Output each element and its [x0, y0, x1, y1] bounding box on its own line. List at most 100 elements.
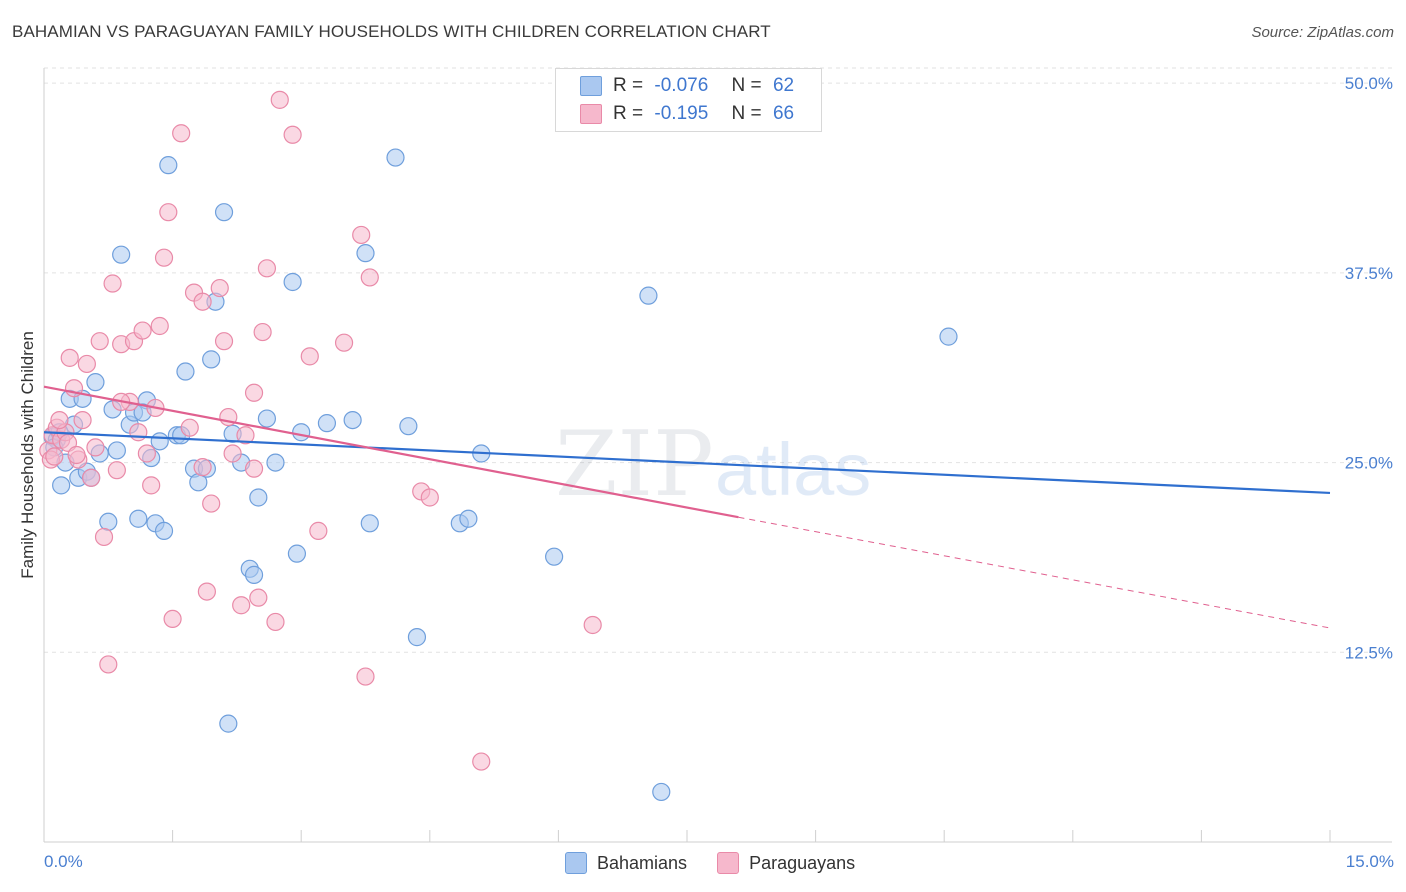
y-tick-labels: 12.5% 25.0% 37.5% 50.0%: [1345, 74, 1393, 662]
paraguayans-point: [253, 322, 272, 342]
paraguayans-point: [420, 488, 439, 507]
bahamians-point: [99, 512, 118, 531]
r-label: R =: [613, 103, 644, 124]
paraguayans-point: [50, 410, 69, 430]
bahamians-point: [107, 441, 126, 460]
bahamians-point: [86, 373, 105, 392]
bahamians-point: [52, 476, 71, 495]
paraguayans-point: [133, 321, 152, 340]
paraguayans-point: [142, 476, 161, 495]
bahamians-trend-line: [43, 431, 1331, 495]
bahamians-point: [939, 327, 958, 346]
y-tick-label: 25.0%: [1345, 454, 1393, 473]
bahamians-point: [244, 565, 264, 584]
bahamians-point: [652, 782, 671, 802]
n-value-paraguayans: 66: [772, 103, 795, 124]
y-axis-label: Family Households with Children: [18, 331, 37, 579]
legend-item-bahamians[interactable]: Bahamians: [565, 852, 687, 874]
paraguayans-point: [103, 274, 122, 293]
paraguayans-point: [214, 332, 234, 351]
correlation-stats-box: R = -0.076 N = 62 R = -0.195 N = 66: [555, 68, 822, 132]
bahamians-point: [399, 417, 418, 436]
bahamians-point: [219, 714, 238, 733]
paraguayans-point: [150, 316, 169, 336]
bahamians-point: [154, 521, 174, 540]
paraguayans-point: [352, 225, 371, 245]
bahamians-point: [249, 488, 268, 507]
legend-swatch-paraguayans: [717, 852, 740, 874]
paraguayans-point: [172, 124, 191, 143]
bahamians-point: [159, 156, 178, 175]
paraguayans-point: [202, 494, 221, 513]
paraguayans-point: [197, 582, 216, 601]
paraguayans-point: [244, 383, 264, 402]
bahamians-point: [112, 245, 131, 264]
chart-title: BAHAMIAN VS PARAGUAYAN FAMILY HOUSEHOLDS…: [12, 22, 771, 41]
bahamians-point: [639, 286, 658, 305]
paraguayans-point: [107, 461, 126, 480]
paraguayans-point: [60, 348, 79, 367]
watermark-zip: ZIP: [555, 412, 714, 517]
paraguayans-point: [244, 459, 264, 478]
n-label: N =: [731, 103, 762, 124]
paraguayans-point: [257, 259, 277, 278]
paraguayans-point: [210, 278, 229, 298]
paraguayans-point: [154, 248, 174, 267]
paraguayans-point: [129, 423, 148, 442]
paraguayans-point: [159, 203, 178, 222]
paraguayans-swatch: [580, 104, 602, 124]
paraguayans-point: [67, 445, 86, 465]
bahamians-point: [386, 148, 405, 167]
paraguayans-point: [45, 447, 64, 466]
paraguayans-point: [180, 418, 199, 437]
chart-legend: Bahamians Paraguayans: [565, 852, 885, 874]
paraguayans-point: [583, 615, 602, 635]
trend-lines: [43, 385, 1331, 629]
bahamians-point: [150, 432, 169, 451]
paraguayans-point: [266, 612, 285, 632]
paraguayans-point: [232, 596, 251, 615]
n-value-bahamians: 62: [772, 75, 795, 96]
paraguayans-trend-line: [43, 385, 739, 519]
paraguayans-point: [137, 444, 156, 463]
x-tick-max: 15.0%: [1345, 852, 1394, 871]
bahamians-point: [287, 544, 307, 563]
paraguayans-point: [73, 410, 92, 430]
n-label: N =: [731, 75, 762, 96]
r-label: R =: [613, 75, 644, 96]
bahamians-point: [459, 509, 478, 528]
paraguayans-point: [223, 444, 242, 463]
legend-label-paraguayans: Paraguayans: [749, 852, 856, 873]
paraguayans-point: [94, 527, 114, 547]
bahamians-point: [360, 514, 379, 533]
paraguayans-point: [249, 588, 268, 607]
paraguayans-point: [300, 347, 319, 366]
bahamians-point: [407, 628, 427, 647]
bahamians-point: [202, 350, 221, 369]
legend-item-paraguayans[interactable]: Paraguayans: [717, 852, 855, 874]
paraguayans-trend-extension: [738, 516, 1331, 629]
bahamians-point: [129, 509, 148, 528]
bahamians-point: [257, 409, 277, 428]
bahamians-point: [283, 272, 302, 292]
paraguayans-point: [82, 468, 101, 487]
paraguayans-point: [99, 655, 118, 674]
paraguayans-point: [472, 752, 491, 771]
bahamians-swatch: [580, 76, 602, 96]
y-tick-label: 37.5%: [1345, 264, 1393, 283]
paraguayans-points: [39, 90, 602, 771]
legend-label-bahamians: Bahamians: [597, 852, 688, 873]
bahamians-point: [356, 244, 375, 263]
paraguayans-point: [90, 332, 109, 351]
y-tick-label: 50.0%: [1345, 74, 1393, 93]
paraguayans-point: [236, 426, 255, 445]
paraguayans-point: [309, 521, 328, 540]
bahamians-point: [545, 547, 564, 566]
legend-swatch-bahamians: [565, 852, 587, 874]
paraguayans-point: [270, 90, 289, 109]
paraguayans-point: [360, 268, 379, 287]
paraguayans-point: [356, 667, 375, 686]
x-tick-min: 0.0%: [44, 852, 83, 871]
bahamians-point: [343, 410, 362, 430]
